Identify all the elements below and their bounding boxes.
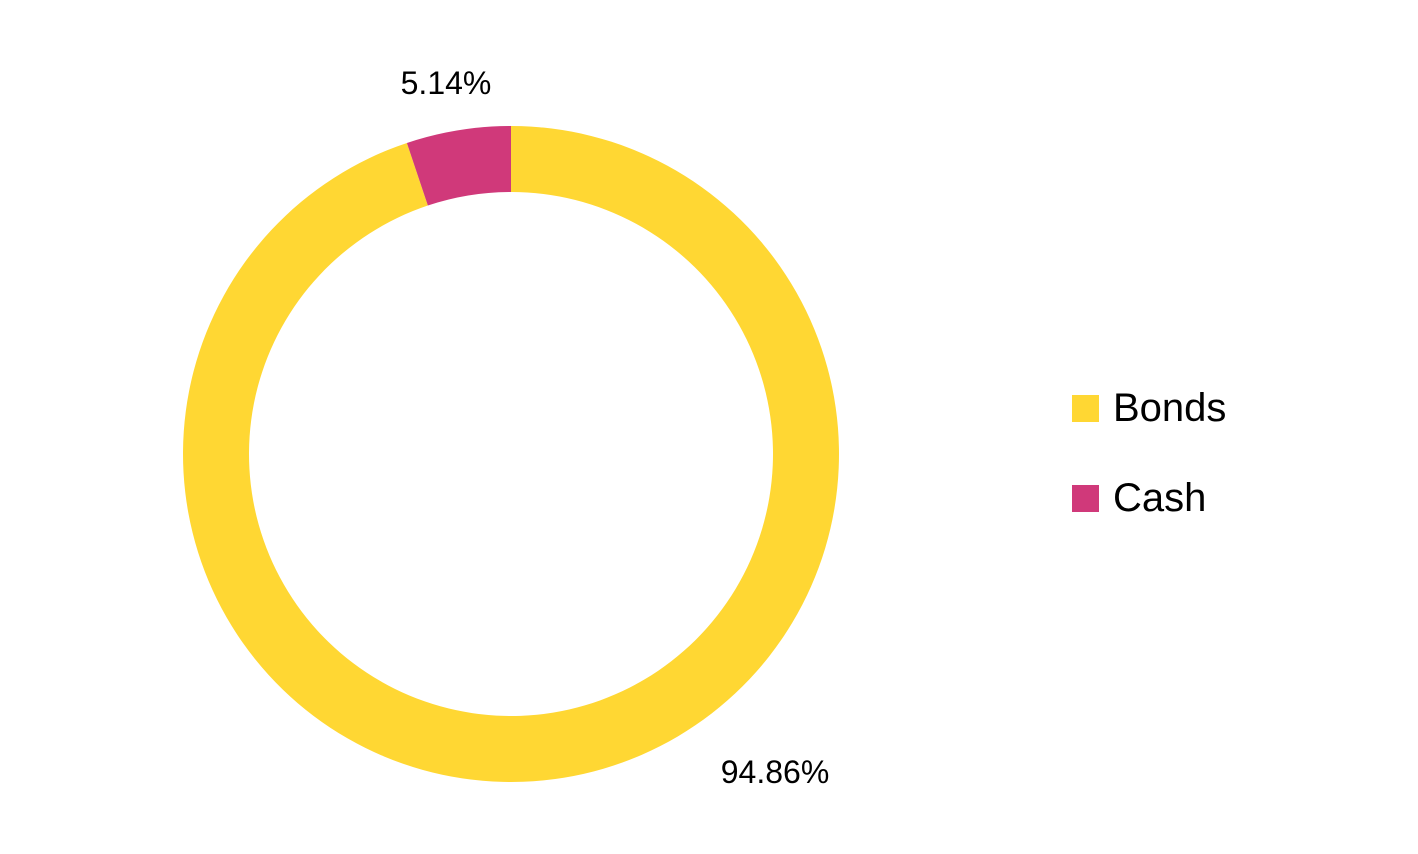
legend-item-cash: Cash [1072,474,1372,522]
legend-label-cash: Cash [1113,476,1207,520]
legend-swatch-bonds [1072,394,1099,422]
slice-bonds [182,126,839,782]
data-label-bonds: 94.86% [721,754,830,790]
legend-item-bonds: Bonds [1072,384,1372,432]
legend-swatch-cash [1072,484,1099,512]
data-label-cash: 5.14% [401,65,492,101]
slice-cash [406,126,511,206]
chart-legend: Bonds Cash [1072,384,1372,564]
donut-slices [182,126,839,782]
data-labels: 94.86% 5.14% [401,65,830,790]
legend-label-bonds: Bonds [1113,386,1227,430]
